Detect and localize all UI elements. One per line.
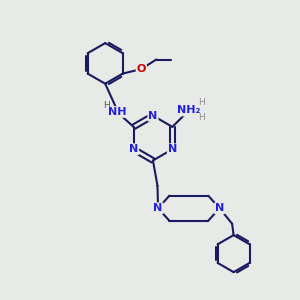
Text: N: N [168,144,177,154]
Text: N: N [153,203,163,213]
Text: H: H [103,101,110,110]
Text: N: N [148,111,158,121]
Text: H: H [198,113,205,122]
Text: NH: NH [108,107,126,117]
Text: H: H [198,98,205,107]
Text: N: N [215,203,224,213]
Text: O: O [136,64,146,74]
Text: N: N [129,144,138,154]
Text: NH₂: NH₂ [177,105,200,116]
